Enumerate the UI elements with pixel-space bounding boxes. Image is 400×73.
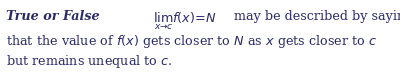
Text: True or False: True or False [6, 10, 100, 23]
Text: may be described by saying: may be described by saying [234, 10, 400, 23]
Text: that the value of $f(x)$ gets closer to $N$ as $x$ gets closer to $c$: that the value of $f(x)$ gets closer to … [6, 33, 377, 50]
Text: but remains unequal to $c$.: but remains unequal to $c$. [6, 53, 172, 70]
Text: $\lim_{x \to c} f(x) = N$: $\lim_{x \to c} f(x) = N$ [153, 10, 217, 32]
